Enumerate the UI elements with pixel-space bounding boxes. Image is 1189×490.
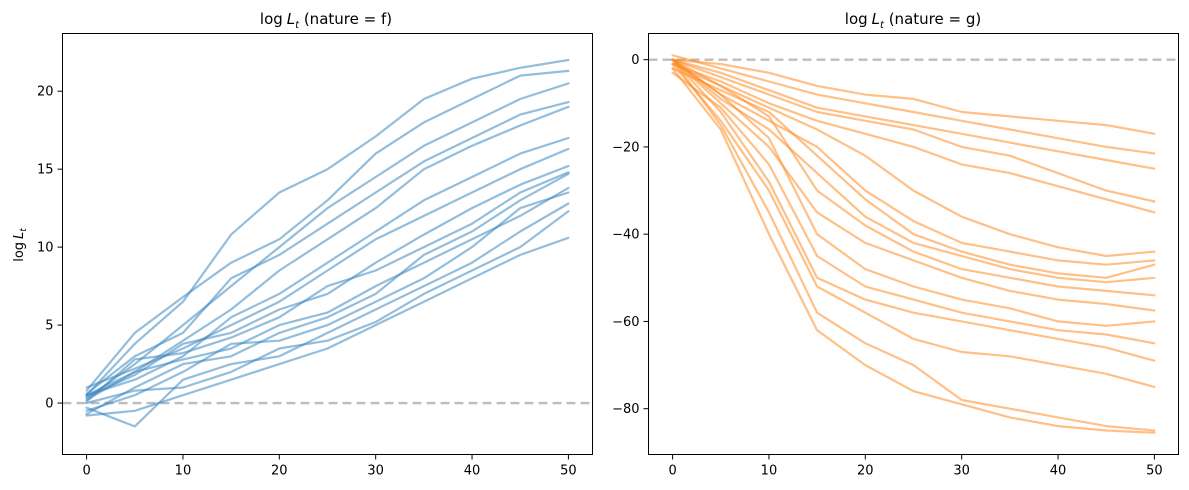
plot-area-nature-g: 0 10 20 30 40 50 0 −20 −40 −60 −80 xyxy=(612,53,1179,479)
chart-panel-nature-f: log Lt (nature = f) logLt 0 10 20 30 40 50 0 5 10… xyxy=(12,10,593,479)
series-line-16 xyxy=(671,58,1156,432)
x-tick-label: 20 xyxy=(857,464,874,479)
series-line-10 xyxy=(671,62,1156,297)
series-line-1 xyxy=(85,58,570,397)
chart-title-nature-f: log Lt (nature = f) xyxy=(260,10,392,31)
series-line-9 xyxy=(671,58,1156,284)
series-line-11 xyxy=(671,58,1156,312)
series-group xyxy=(648,54,1179,434)
axes-frame-nature-g xyxy=(648,33,1179,455)
series-line-12 xyxy=(671,58,1156,327)
series-line-14 xyxy=(671,58,1156,362)
series-line-11 xyxy=(85,186,570,397)
x-tick-label: 10 xyxy=(761,464,778,479)
y-tick-label: −60 xyxy=(612,315,639,330)
series-group xyxy=(62,58,593,428)
series-line-4 xyxy=(671,58,1156,203)
x-tick-label: 30 xyxy=(953,464,970,479)
series-line-6 xyxy=(671,58,1156,258)
y-tick-label: 15 xyxy=(37,163,54,178)
x-tick-label: 20 xyxy=(271,464,288,479)
series-line-14 xyxy=(85,210,570,405)
series-line-8 xyxy=(671,67,1156,279)
chart-panel-nature-g: log Lt (nature = g) 0 10 20 30 40 50 0 −20 −40 −60… xyxy=(612,10,1179,479)
series-line-1 xyxy=(671,58,1156,135)
chart-title-nature-g: log Lt (nature = g) xyxy=(845,10,981,31)
series-line-17 xyxy=(671,67,1156,434)
series-line-15 xyxy=(85,236,570,417)
series-line-10 xyxy=(85,172,570,416)
series-line-13 xyxy=(85,202,570,428)
x-tick-label: 0 xyxy=(668,464,676,479)
x-tick-label: 50 xyxy=(1146,464,1163,479)
series-line-5 xyxy=(85,105,570,401)
y-tick-label: −80 xyxy=(612,402,639,417)
y-tick-label: −40 xyxy=(612,228,639,243)
series-line-4 xyxy=(85,100,570,395)
series-line-7 xyxy=(85,147,570,389)
series-line-12 xyxy=(85,191,570,412)
y-tick-label: 10 xyxy=(37,241,54,256)
y-tick-label: 20 xyxy=(37,85,54,100)
series-line-2 xyxy=(671,54,1156,155)
series-line-2 xyxy=(85,69,570,392)
plot-area-nature-f: 0 10 20 30 40 50 0 5 10 15 20 xyxy=(37,58,593,479)
x-tick-label: 10 xyxy=(175,464,192,479)
series-line-7 xyxy=(671,58,1156,266)
y-tick-label: 0 xyxy=(45,397,53,412)
series-line-13 xyxy=(671,71,1156,345)
x-tick-label: 50 xyxy=(560,464,577,479)
series-line-3 xyxy=(671,58,1156,170)
series-line-5 xyxy=(671,62,1156,214)
y-axis-label: logLt xyxy=(12,228,29,262)
axes-frame-nature-f xyxy=(62,33,593,455)
y-tick-label: −20 xyxy=(612,140,639,155)
series-line-9 xyxy=(85,171,570,403)
series-line-3 xyxy=(85,82,570,400)
x-tick-label: 30 xyxy=(367,464,384,479)
x-tick-label: 0 xyxy=(82,464,90,479)
y-tick-label: 5 xyxy=(45,319,53,334)
x-tick-label: 40 xyxy=(1050,464,1067,479)
y-tick-label: 0 xyxy=(631,53,639,68)
series-line-15 xyxy=(671,62,1156,388)
x-tick-label: 40 xyxy=(464,464,481,479)
